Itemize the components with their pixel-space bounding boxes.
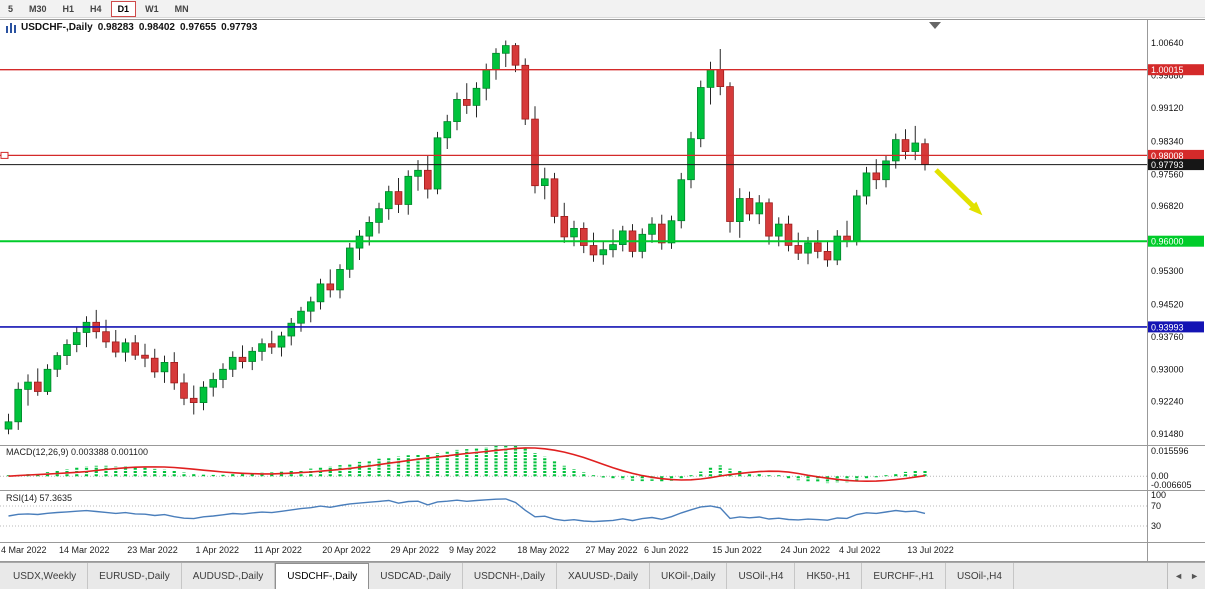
timeframe-button-h4[interactable]: H4: [90, 3, 102, 14]
ohlc-low: 0.97655: [180, 22, 217, 33]
svg-text:-0.006605: -0.006605: [1151, 480, 1192, 490]
date-label: 6 Jun 2022: [644, 545, 689, 555]
ohlc-high: 0.98402: [138, 22, 175, 33]
chart-tab-hk50-h1[interactable]: HK50-,H1: [795, 563, 863, 589]
timeframe-button-h1[interactable]: H1: [62, 3, 75, 14]
svg-text:30: 30: [1151, 521, 1161, 531]
chart-tabs: USDX,Weekly EURUSD-,Daily AUDUSD-,Daily USD…: [0, 563, 1167, 589]
ohlc-close: 0.97793: [221, 22, 258, 33]
svg-text:0.93993: 0.93993: [1151, 322, 1184, 332]
timeframe-button-mn[interactable]: MN: [174, 3, 189, 14]
arrow-annotation[interactable]: [934, 168, 983, 216]
tab-scroll-controls: ◄ ►: [1167, 563, 1205, 589]
timeframe-button-w1[interactable]: W1: [145, 3, 159, 14]
chart-tab-usdcad-daily[interactable]: USDCAD-,Daily: [369, 563, 463, 589]
date-label: 24 Jun 2022: [780, 545, 831, 555]
date-label: 13 Jul 2022: [907, 545, 954, 555]
date-label: 18 May 2022: [517, 545, 570, 555]
tab-scroll-right-icon[interactable]: ►: [1190, 571, 1199, 581]
price-chart[interactable]: 1.00640 0.99880 0.99120 0.98340 0.97560 0.968…: [0, 19, 1205, 562]
time-axis[interactable]: 4 Mar 2022 14 Mar 2022 23 Mar 2022 1 Apr 20…: [0, 545, 1205, 561]
date-label: 29 Apr 2022: [390, 545, 440, 555]
chart-tab-ukoil-daily[interactable]: UKOil-,Daily: [650, 563, 728, 589]
svg-text:1.00640: 1.00640: [1151, 38, 1184, 48]
chart-symbol-period: USDCHF-,Daily: [21, 22, 93, 33]
date-label: 27 May 2022: [585, 545, 638, 555]
price-tag-0.97793: [1148, 159, 1204, 171]
macd-pane: 0.015596 0.00-0.006605: [0, 446, 1192, 490]
date-label: 1 Apr 2022: [195, 545, 240, 555]
svg-text:0.96000: 0.96000: [1151, 237, 1184, 247]
svg-text:0.015596: 0.015596: [1151, 446, 1189, 456]
svg-text:0.97793: 0.97793: [1151, 160, 1184, 170]
date-label: 4 Jul 2022: [839, 545, 881, 555]
macd-signal-line: [8, 447, 926, 483]
tab-scroll-left-icon[interactable]: ◄: [1174, 571, 1184, 581]
timeframe-button-m30[interactable]: M30: [29, 3, 47, 14]
chart-tab-usdcnh-daily[interactable]: USDCNH-,Daily: [463, 563, 557, 589]
rsi-line: [8, 498, 926, 523]
svg-text:100: 100: [1151, 490, 1166, 500]
chart-tab-audusd-daily[interactable]: AUDUSD-,Daily: [182, 563, 276, 589]
chart-tab-usdchf-daily[interactable]: USDCHF-,Daily: [275, 563, 370, 589]
hline-0.93993[interactable]: 0.93993: [0, 321, 1204, 333]
rsi-value: 57.3635: [39, 493, 73, 503]
chart-shift-marker-icon[interactable]: [929, 22, 941, 29]
svg-text:0.93760: 0.93760: [1151, 332, 1184, 342]
date-label: 20 Apr 2022: [322, 545, 371, 555]
chart-ohlc-header: USDCHF-,Daily 0.98283 0.98402 0.97655 0.…: [6, 22, 257, 33]
svg-text:0.91480: 0.91480: [1151, 429, 1184, 439]
price-tag-1.00015: [1148, 64, 1204, 76]
svg-text:0.98340: 0.98340: [1151, 136, 1184, 146]
chart-tab-usoil-h4[interactable]: USOil-,H4: [727, 563, 796, 589]
candles-layer: [4, 40, 929, 435]
price-tag-0.93993: [1148, 321, 1204, 333]
svg-text:1.00015: 1.00015: [1151, 65, 1184, 75]
svg-text:0.93000: 0.93000: [1151, 364, 1184, 374]
timeframe-toolbar: 5 M30 H1 H4 D1 W1 MN: [0, 0, 1205, 18]
chart-window: USDCHF-,Daily 0.98283 0.98402 0.97655 0.…: [0, 18, 1205, 562]
svg-text:0.98008: 0.98008: [1151, 151, 1184, 161]
chart-type-icon: [6, 22, 16, 33]
svg-text:70: 70: [1151, 501, 1161, 511]
ohlc-open: 0.98283: [97, 22, 134, 33]
chart-tab-usoil-h4[interactable]: USOil-,H4: [946, 563, 1014, 589]
svg-text:0.99880: 0.99880: [1151, 71, 1184, 81]
svg-text:0.95300: 0.95300: [1151, 266, 1184, 276]
timeframe-button-d1[interactable]: D1: [110, 0, 137, 17]
macd-values: 0.003388 0.001100: [71, 447, 148, 457]
price-tag-0.98008: [1148, 149, 1204, 161]
chart-tab-eurchf-h1[interactable]: EURCHF-,H1: [862, 563, 946, 589]
chart-tab-usdx-weekly[interactable]: USDX,Weekly: [2, 563, 89, 589]
hline-0.96000[interactable]: 0.96000: [0, 235, 1204, 247]
rsi-indicator-label: RSI(14) 57.3635: [6, 493, 73, 503]
date-label: 11 Apr 2022: [254, 545, 302, 555]
macd-indicator-label: MACD(12,26,9) 0.003388 0.001100: [6, 447, 148, 457]
svg-text:0.00: 0.00: [1151, 471, 1169, 481]
chart-frame: [0, 19, 1205, 562]
date-label: 15 Jun 2022: [712, 545, 762, 555]
price-tag-0.96000: [1148, 235, 1204, 247]
hline-1.00015[interactable]: 1.00015: [0, 64, 1204, 76]
date-label: 9 May 2022: [449, 545, 497, 555]
svg-text:0.99120: 0.99120: [1151, 103, 1184, 113]
svg-text:0.96820: 0.96820: [1151, 201, 1184, 211]
chart-tab-xauusd-daily[interactable]: XAUUSD-,Daily: [557, 563, 650, 589]
svg-text:0.92240: 0.92240: [1151, 397, 1184, 407]
timeframe-button-5[interactable]: 5: [8, 3, 14, 14]
svg-text:0.94520: 0.94520: [1151, 299, 1184, 309]
chart-tab-bar: USDX,Weekly EURUSD-,Daily AUDUSD-,Daily USD…: [0, 562, 1205, 589]
svg-text:0.97560: 0.97560: [1151, 170, 1184, 180]
hline-0.97793[interactable]: 0.97793: [0, 159, 1204, 171]
date-label: 4 Mar 2022: [1, 545, 47, 555]
hline-0.98008[interactable]: 0.98008: [0, 149, 1204, 161]
date-label: 14 Mar 2022: [59, 545, 110, 555]
chart-tab-eurusd-daily[interactable]: EURUSD-,Daily: [88, 563, 182, 589]
date-label: 23 Mar 2022: [127, 545, 178, 555]
